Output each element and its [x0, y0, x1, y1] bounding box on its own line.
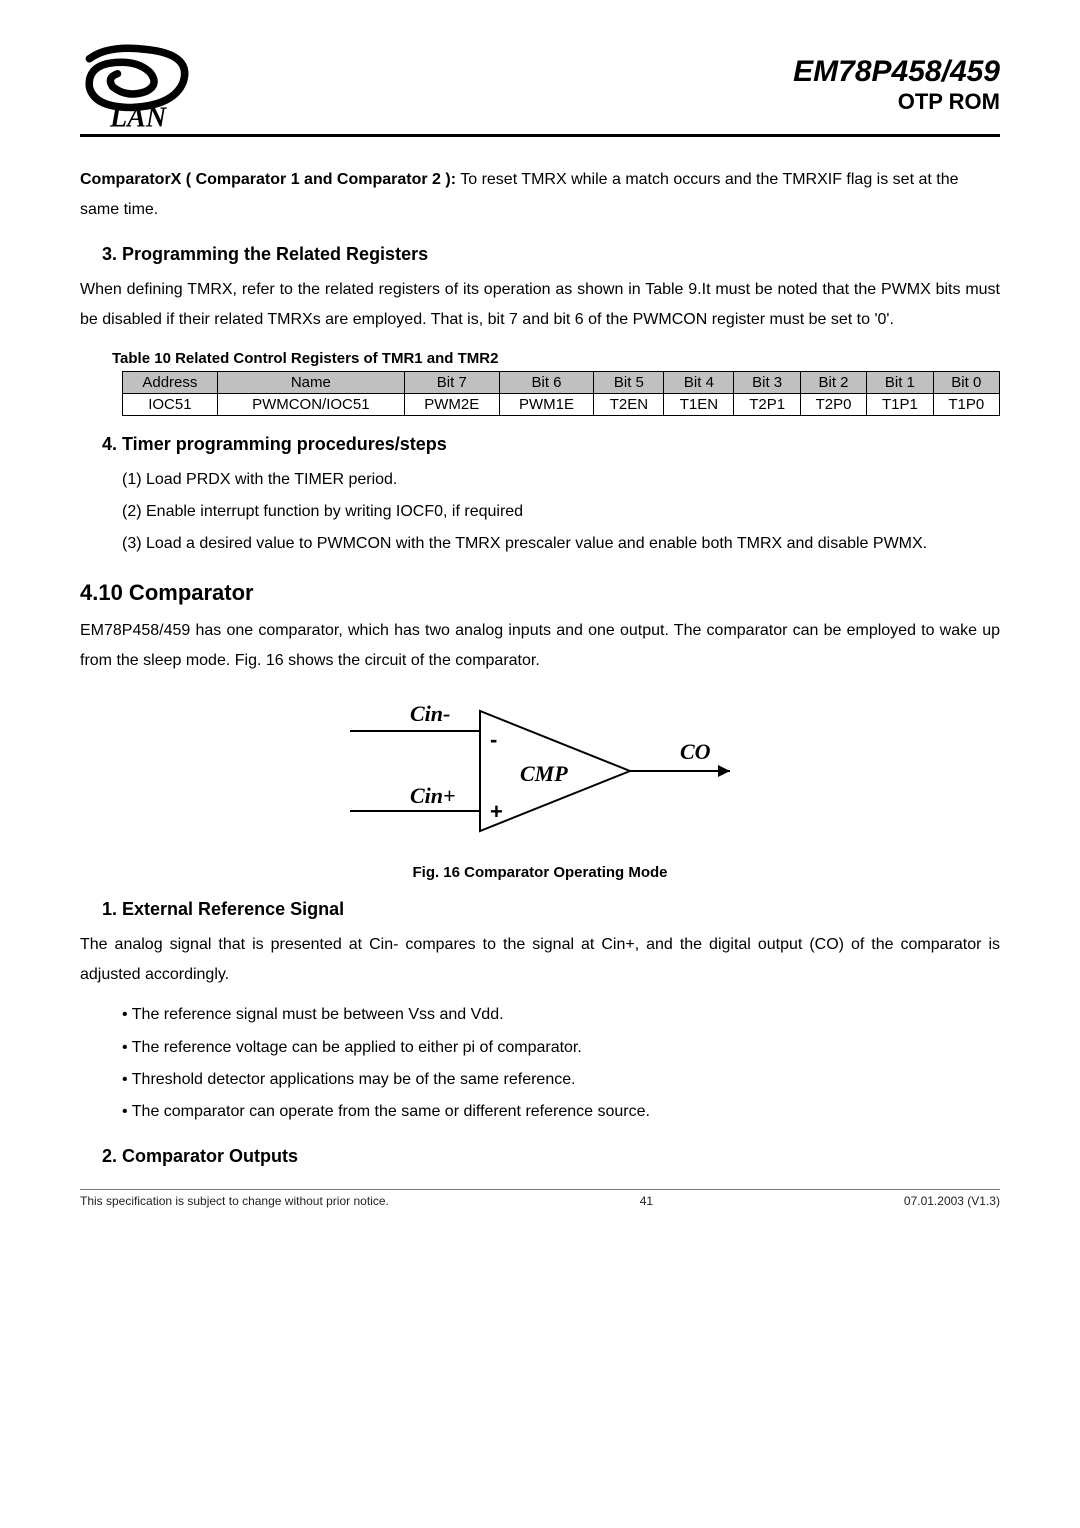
- th: Address: [123, 371, 218, 393]
- fig-cmp: CMP: [520, 761, 568, 786]
- fig-cin-plus: Cin+: [410, 783, 456, 808]
- th: Bit 6: [499, 371, 594, 393]
- header-titles: EM78P458/459 OTP ROM: [793, 55, 1000, 115]
- sec3-para: When defining TMRX, refer to the related…: [80, 275, 1000, 336]
- comparator-diagram-icon: Cin- Cin+ - + CMP CO: [330, 691, 750, 851]
- th: Bit 5: [594, 371, 664, 393]
- th: Bit 7: [404, 371, 499, 393]
- header-title-sub: OTP ROM: [793, 89, 1000, 115]
- logo: LAN: [80, 40, 230, 130]
- comparatorx-para: ComparatorX ( Comparator 1 and Comparato…: [80, 165, 1000, 226]
- td: T1P1: [867, 393, 933, 415]
- table10-caption: Table 10 Related Control Registers of TM…: [112, 350, 1000, 367]
- sec4-heading: 4. Timer programming procedures/steps: [102, 434, 1000, 455]
- svg-text:LAN: LAN: [109, 102, 168, 130]
- td: T2P0: [800, 393, 866, 415]
- page-header: LAN EM78P458/459 OTP ROM: [80, 40, 1000, 137]
- fig-cin-minus: Cin-: [410, 701, 450, 726]
- footer-center: 41: [640, 1194, 653, 1208]
- td: T1EN: [664, 393, 734, 415]
- td: PWM2E: [404, 393, 499, 415]
- sec4-list: (1) Load PRDX with the TIMER period. (2)…: [122, 465, 1000, 560]
- elan-logo-icon: LAN: [80, 40, 230, 130]
- list-item: The reference voltage can be applied to …: [122, 1033, 1000, 1063]
- list-item: The reference signal must be between Vss…: [122, 1000, 1000, 1030]
- sec2-heading: 2. Comparator Outputs: [102, 1146, 1000, 1167]
- list-item: (3) Load a desired value to PWMCON with …: [122, 529, 1000, 559]
- sec1-para: The analog signal that is presented at C…: [80, 930, 1000, 991]
- th: Bit 3: [734, 371, 800, 393]
- sec3-heading: 3. Programming the Related Registers: [102, 244, 1000, 265]
- td: IOC51: [123, 393, 218, 415]
- fig-plus: +: [490, 799, 503, 824]
- list-item: (1) Load PRDX with the TIMER period.: [122, 465, 1000, 495]
- figure-caption: Fig. 16 Comparator Operating Mode: [80, 864, 1000, 881]
- sec410-para: EM78P458/459 has one comparator, which h…: [80, 616, 1000, 677]
- table10: Address Name Bit 7 Bit 6 Bit 5 Bit 4 Bit…: [122, 371, 1000, 416]
- th: Name: [217, 371, 404, 393]
- th: Bit 4: [664, 371, 734, 393]
- fig-co: CO: [680, 739, 711, 764]
- th: Bit 0: [933, 371, 999, 393]
- sec1-bullets: The reference signal must be between Vss…: [122, 1000, 1000, 1128]
- td: T1P0: [933, 393, 999, 415]
- comparatorx-lead: ComparatorX ( Comparator 1 and Comparato…: [80, 171, 456, 188]
- list-item: The comparator can operate from the same…: [122, 1097, 1000, 1127]
- page-footer: This specification is subject to change …: [80, 1189, 1000, 1208]
- td: T2P1: [734, 393, 800, 415]
- table10-wrap: Address Name Bit 7 Bit 6 Bit 5 Bit 4 Bit…: [122, 371, 1000, 416]
- list-item: Threshold detector applications may be o…: [122, 1065, 1000, 1095]
- fig-minus: -: [490, 727, 497, 752]
- td: T2EN: [594, 393, 664, 415]
- list-item: (2) Enable interrupt function by writing…: [122, 497, 1000, 527]
- list-item-text: (3) Load a desired value to PWMCON with …: [122, 535, 927, 552]
- footer-left: This specification is subject to change …: [80, 1194, 389, 1208]
- header-title-main: EM78P458/459: [793, 55, 1000, 89]
- td: PWM1E: [499, 393, 594, 415]
- sec410-heading: 4.10 Comparator: [80, 580, 1000, 606]
- footer-right: 07.01.2003 (V1.3): [904, 1194, 1000, 1208]
- table-row: IOC51 PWMCON/IOC51 PWM2E PWM1E T2EN T1EN…: [123, 393, 1000, 415]
- sec1-heading: 1. External Reference Signal: [102, 899, 1000, 920]
- th: Bit 2: [800, 371, 866, 393]
- table-header-row: Address Name Bit 7 Bit 6 Bit 5 Bit 4 Bit…: [123, 371, 1000, 393]
- td: PWMCON/IOC51: [217, 393, 404, 415]
- figure-comparator: Cin- Cin+ - + CMP CO: [80, 691, 1000, 856]
